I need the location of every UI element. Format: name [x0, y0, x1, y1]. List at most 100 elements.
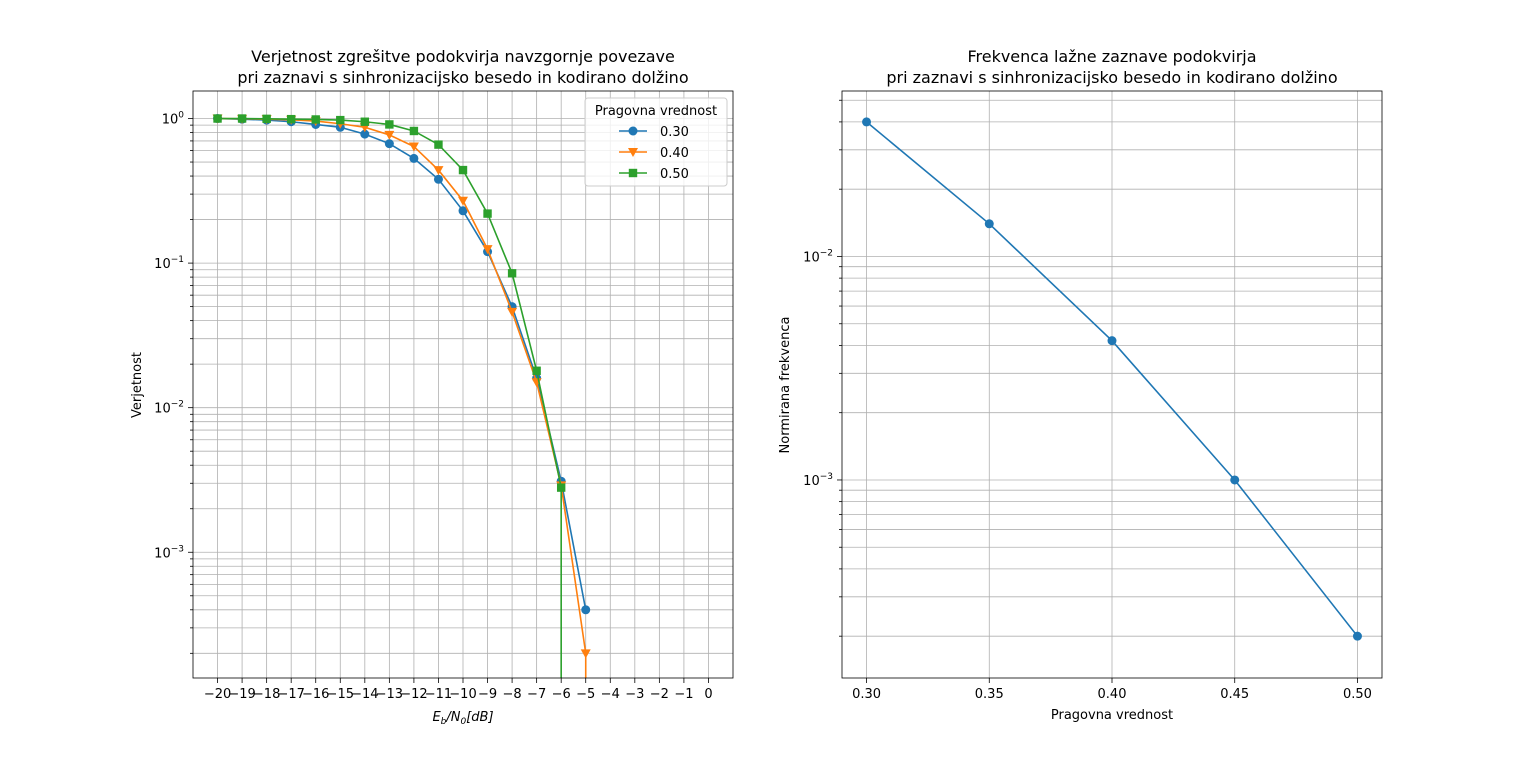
- data-point: [862, 117, 872, 127]
- legend-label: 0.30: [660, 125, 689, 140]
- data-point: [311, 115, 320, 124]
- x-tick-label: −6: [552, 687, 571, 702]
- data-point: [237, 114, 247, 123]
- legend-marker: [628, 168, 638, 178]
- series-0: [862, 117, 1362, 641]
- data-point: [482, 245, 493, 255]
- x-tick-label: −9: [478, 687, 497, 702]
- legend-label: 0.50: [660, 167, 689, 182]
- x-tick-label: −3: [625, 687, 644, 702]
- data-point: [483, 209, 492, 218]
- legend-marker: [628, 126, 638, 136]
- data-point: [458, 165, 468, 175]
- chart-left-x-label: Eb/N0[dB]: [432, 710, 493, 727]
- x-tick-label: −2: [650, 687, 669, 702]
- chart-right: Frekvenca lažne zaznave podokvirja pri z…: [778, 47, 1383, 723]
- data-point: [336, 115, 345, 125]
- data-point: [434, 140, 443, 149]
- data-point: [286, 114, 296, 124]
- x-tick-label: −16: [302, 687, 329, 702]
- x-tick-label: 0.30: [852, 687, 881, 702]
- chart-right-subtitle: pri zaznavi s sinhronizacijsko besedo in…: [886, 68, 1337, 87]
- y-tick-label: 10−2: [803, 248, 833, 265]
- data-point: [360, 117, 370, 126]
- data-point: [213, 114, 222, 123]
- chart-right-x-label: Pragovna vrednost: [1051, 708, 1173, 723]
- legend-marker: [628, 148, 638, 157]
- x-tick-label: −15: [327, 687, 354, 702]
- legend-title: Pragovna vrednost: [595, 104, 717, 119]
- x-tick-label: 0: [704, 687, 712, 702]
- data-point: [409, 153, 419, 163]
- x-tick-label: −10: [449, 687, 476, 702]
- data-point: [360, 129, 370, 139]
- data-point: [580, 649, 591, 659]
- chart-right-x-ticks: 0.30 0.35 0.40 0.45 0.50: [852, 678, 1372, 702]
- x-tick-label: 0.45: [1220, 687, 1249, 702]
- legend-label: 0.40: [660, 146, 689, 161]
- data-point: [385, 120, 394, 129]
- data-point: [1230, 475, 1240, 485]
- data-point: [532, 366, 541, 375]
- data-point: [433, 166, 444, 176]
- x-tick-label: 0.35: [975, 687, 1004, 702]
- x-tick-label: −8: [503, 687, 522, 702]
- data-point: [458, 196, 468, 206]
- chart-left-y-ticks: 100 10−1 10−2 10−3: [154, 111, 193, 654]
- x-tick-label: −14: [351, 687, 378, 702]
- chart-right-series: [862, 117, 1362, 641]
- chart-right-y-label: Normirana frekvenca: [778, 317, 793, 454]
- chart-left-y-label: Verjetnost: [130, 352, 145, 418]
- chart-left-subtitle: pri zaznavi s sinhronizacijsko besedo in…: [237, 68, 688, 87]
- data-point: [384, 130, 395, 140]
- chart-right-y-ticks: 10−2 10−3: [803, 99, 842, 637]
- y-tick-label: 100: [162, 111, 185, 128]
- y-tick-label: 10−3: [803, 472, 833, 489]
- data-point: [433, 174, 443, 184]
- legend-entry: 0.50: [619, 167, 689, 182]
- data-point: [556, 483, 566, 492]
- data-point: [409, 126, 419, 136]
- x-tick-label: −12: [400, 687, 427, 702]
- series-0.50: [213, 114, 566, 678]
- legend-entry: 0.30: [619, 125, 689, 140]
- x-tick-label: −18: [253, 687, 280, 702]
- chart-left-x-ticks: −20−19−18−17−16−15−14−13−12−11−10 −9 −8 −7−…: [204, 678, 713, 702]
- x-tick-label: −5: [576, 687, 595, 702]
- x-tick-label: 0.50: [1343, 687, 1372, 702]
- legend-entry: 0.40: [619, 146, 689, 161]
- chart-left: Verjetnost zgrešitve podokvirja navzgorn…: [130, 47, 734, 727]
- data-point: [507, 269, 517, 278]
- data-point: [581, 605, 591, 615]
- x-tick-label: −11: [425, 687, 452, 702]
- chart-left-title: Verjetnost zgrešitve podokvirja navzgorn…: [251, 47, 675, 66]
- series-line: [217, 117, 587, 610]
- y-tick-label: 10−1: [154, 255, 184, 272]
- data-point: [984, 219, 994, 229]
- legend-box: [584, 97, 728, 187]
- chart-left-legend: Pragovna vrednost 0.30 0.40 0.50: [584, 97, 728, 187]
- x-tick-label: −19: [228, 687, 255, 702]
- x-tick-label: −13: [376, 687, 403, 702]
- data-point: [1107, 336, 1117, 346]
- series-line: [217, 117, 562, 678]
- x-tick-label: −20: [204, 687, 231, 702]
- data-point: [384, 139, 394, 149]
- y-tick-label: 10−2: [154, 400, 184, 417]
- data-point: [408, 142, 419, 152]
- data-point: [1352, 631, 1362, 641]
- x-tick-label: 0.40: [1098, 687, 1127, 702]
- chart-left-series: [212, 114, 591, 678]
- x-tick-label: −17: [277, 687, 304, 702]
- y-tick-label: 10−3: [154, 544, 184, 561]
- data-point: [507, 307, 518, 317]
- chart-right-title: Frekvenca lažne zaznave podokvirja: [967, 47, 1256, 66]
- chart-right-grid: [842, 91, 1382, 678]
- x-tick-label: −1: [674, 687, 693, 702]
- x-tick-label: −7: [527, 687, 546, 702]
- data-point: [262, 114, 271, 124]
- data-point: [458, 206, 468, 216]
- x-tick-label: −4: [601, 687, 620, 702]
